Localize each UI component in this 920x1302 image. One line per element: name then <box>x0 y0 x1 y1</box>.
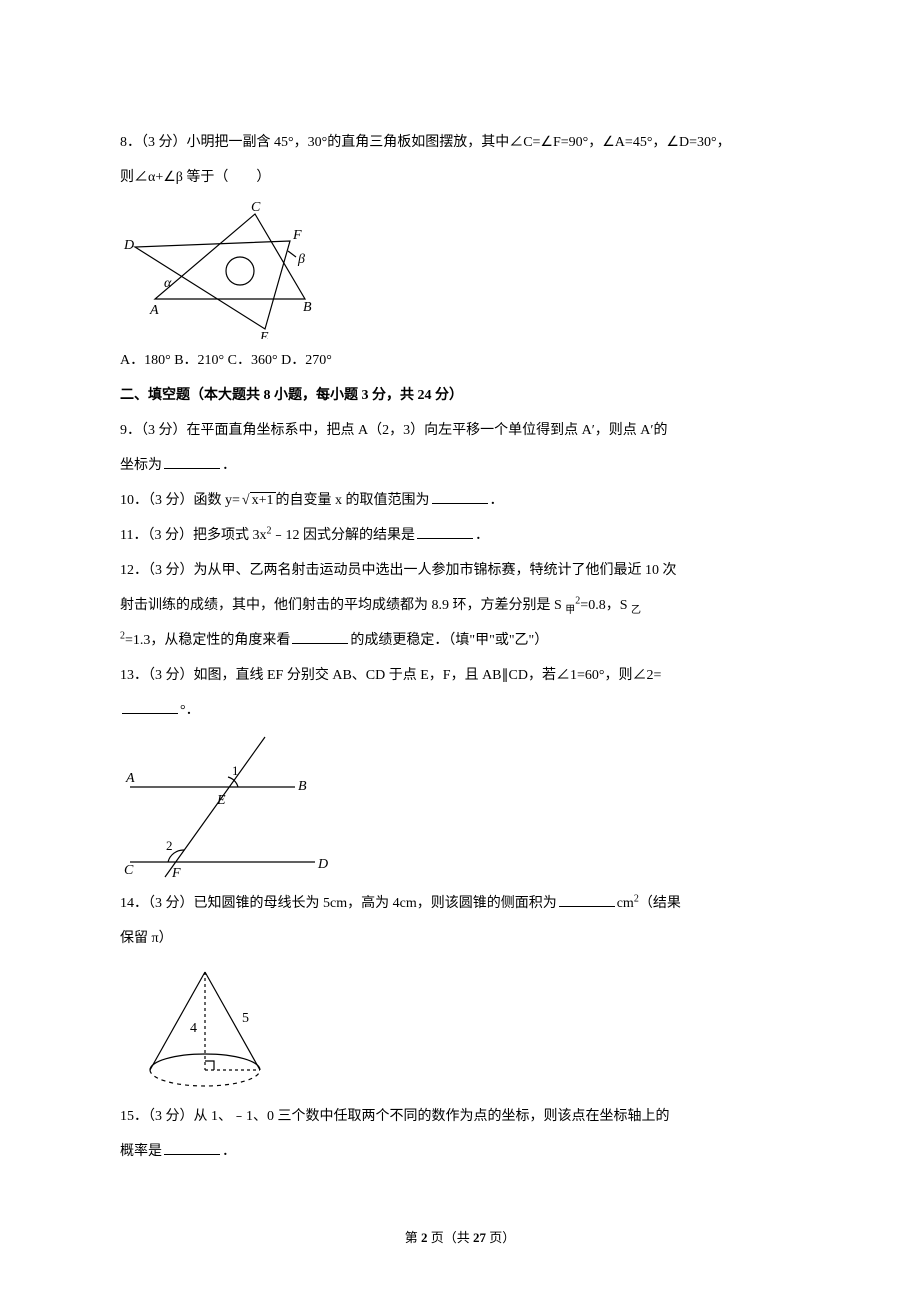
q12-blank <box>292 629 348 644</box>
q10-c: ． <box>490 493 504 508</box>
q8-options: A．180° B．210° C．360° D．270° <box>120 343 800 378</box>
q13-blank <box>122 699 178 714</box>
section2-header: 二、填空题（本大题共 8 小题，每小题 3 分，共 24 分） <box>120 378 800 413</box>
q14-label-h: 4 <box>190 1021 197 1036</box>
pager-e: 页） <box>486 1230 515 1245</box>
q12-sub1: 甲 <box>565 605 575 616</box>
q11-c: ． <box>475 528 489 543</box>
q10-blank <box>432 489 488 504</box>
q8-label-C: C <box>251 200 261 215</box>
q11-line: 11．（3 分）把多项式 3x2﹣12 因式分解的结果是． <box>120 518 800 553</box>
q10-line: 10．（3 分）函数 y= x+1的自变量 x 的取值范围为 ． <box>120 483 800 518</box>
q11-blank <box>417 524 473 539</box>
q13-label-1: 1 <box>232 763 239 778</box>
q10-b: 的自变量 x 的取值范围为 <box>276 493 430 508</box>
q14-line1: 14．（3 分）已知圆锥的母线长为 5cm，高为 4cm，则该圆锥的侧面积为 cm… <box>120 886 800 921</box>
q11-b: ﹣12 因式分解的结果是 <box>271 528 415 543</box>
q12-sub2: 乙 <box>631 605 641 616</box>
q14-label-l: 5 <box>242 1011 249 1026</box>
q9-prefix: 坐标为 <box>120 458 162 473</box>
q8-line1: 8．（3 分）小明把一副含 45°，30°的直角三角板如图摆放，其中∠C=∠F=… <box>120 125 800 160</box>
q14-b: cm <box>617 896 634 911</box>
q11-a: 11．（3 分）把多项式 3x <box>120 528 266 543</box>
q12-e: 的成绩更稳定．（填"甲"或"乙"） <box>350 633 548 648</box>
q15-b: 概率是 <box>120 1144 162 1159</box>
q12-b: 射击训练的成绩，其中，他们射击的平均成绩都为 8.9 环，方差分别是 S <box>120 598 562 613</box>
q13-label-E: E <box>216 793 226 808</box>
q8-label-A: A <box>149 303 159 318</box>
sqrt-icon: x+1 <box>240 483 276 518</box>
q12-d: =1.3，从稳定性的角度来看 <box>125 633 290 648</box>
q8-label-D: D <box>123 238 134 253</box>
q13-line2: °． <box>120 693 800 728</box>
q9-line1: 9．（3 分）在平面直角坐标系中，把点 A（2，3）向左平移一个单位得到点 A′… <box>120 413 800 448</box>
q15-line2: 概率是 ． <box>120 1134 800 1169</box>
q13-label-A: A <box>125 771 135 786</box>
q14-blank <box>559 892 615 907</box>
q12-line1: 12．（3 分）为从甲、乙两名射击运动员中选出一人参加市锦标赛，特统计了他们最近… <box>120 553 800 588</box>
q8-figure: A B C D F E α β <box>120 199 800 339</box>
pager-c: 页（共 <box>427 1230 473 1245</box>
page-container: 8．（3 分）小明把一副含 45°，30°的直角三角板如图摆放，其中∠C=∠F=… <box>0 0 920 1302</box>
q13-figure: A B C D E F 1 2 <box>120 732 800 882</box>
q13-deg: °． <box>180 703 200 718</box>
pager-total: 27 <box>473 1230 486 1245</box>
page-footer: 第 2 页（共 27 页） <box>0 1222 920 1255</box>
q8-label-alpha: α <box>164 276 172 291</box>
q9-line2: 坐标为 ． <box>120 448 800 483</box>
q14-c: （结果 <box>639 896 681 911</box>
pager-a: 第 <box>405 1230 421 1245</box>
q10-a: 10．（3 分）函数 y= <box>120 493 240 508</box>
q13-label-B: B <box>298 779 307 794</box>
q9-blank <box>164 454 220 469</box>
q12-c: =0.8，S <box>580 598 627 613</box>
q15-line1: 15．（3 分）从 1、﹣1、0 三个数中任取两个不同的数作为点的坐标，则该点在… <box>120 1099 800 1134</box>
q13-label-D: D <box>317 857 328 872</box>
q10-radicand: x+1 <box>250 492 276 508</box>
q12-line3: 2=1.3，从稳定性的角度来看的成绩更稳定．（填"甲"或"乙"） <box>120 623 800 658</box>
q13-label-2: 2 <box>166 838 173 853</box>
q15-blank <box>164 1140 220 1155</box>
q8-label-F: F <box>292 228 302 243</box>
q8-label-beta: β <box>297 252 305 267</box>
q13-line1: 13．（3 分）如图，直线 EF 分别交 AB、CD 于点 E，F，且 AB∥C… <box>120 658 800 693</box>
q8-label-B: B <box>303 300 312 315</box>
q14-a: 14．（3 分）已知圆锥的母线长为 5cm，高为 4cm，则该圆锥的侧面积为 <box>120 896 557 911</box>
q15-c: ． <box>222 1144 236 1159</box>
q13-label-F: F <box>171 866 181 881</box>
q12-line2: 射击训练的成绩，其中，他们射击的平均成绩都为 8.9 环，方差分别是 S 甲2=… <box>120 588 800 623</box>
q13-label-C: C <box>124 863 134 878</box>
q9-suffix: ． <box>222 458 236 473</box>
q8-line2: 则∠α+∠β 等于（ ） <box>120 160 800 195</box>
q14-line2: 保留 π） <box>120 921 800 956</box>
q8-label-E: E <box>259 330 269 339</box>
q14-figure: 4 5 <box>120 960 800 1095</box>
